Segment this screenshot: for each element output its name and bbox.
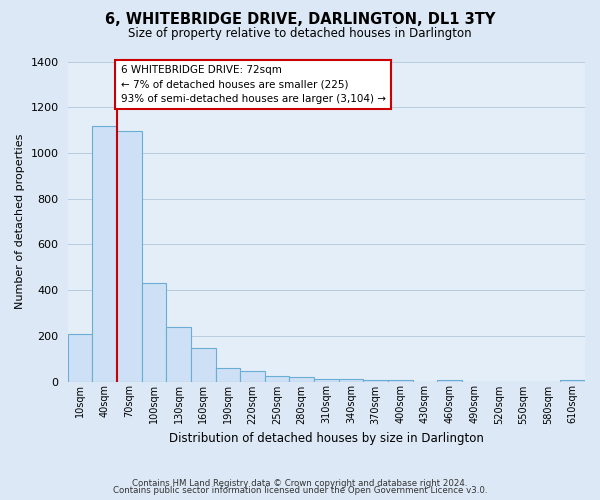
Bar [437,380,462,382]
Bar [364,380,388,382]
Bar [289,378,314,382]
Bar [215,368,240,382]
Bar [68,334,92,382]
Bar [166,326,191,382]
Y-axis label: Number of detached properties: Number of detached properties [15,134,25,309]
Bar [142,283,166,382]
Bar [314,379,338,382]
Bar [560,380,585,382]
Text: 6 WHITEBRIDGE DRIVE: 72sqm
← 7% of detached houses are smaller (225)
93% of semi: 6 WHITEBRIDGE DRIVE: 72sqm ← 7% of detac… [121,65,386,104]
Bar [338,379,364,382]
Text: Contains public sector information licensed under the Open Government Licence v3: Contains public sector information licen… [113,486,487,495]
Text: 6, WHITEBRIDGE DRIVE, DARLINGTON, DL1 3TY: 6, WHITEBRIDGE DRIVE, DARLINGTON, DL1 3T… [105,12,495,28]
Bar [265,376,289,382]
Bar [92,126,117,382]
Text: Size of property relative to detached houses in Darlington: Size of property relative to detached ho… [128,28,472,40]
Bar [388,380,413,382]
Bar [117,131,142,382]
Bar [191,348,215,382]
X-axis label: Distribution of detached houses by size in Darlington: Distribution of detached houses by size … [169,432,484,445]
Text: Contains HM Land Registry data © Crown copyright and database right 2024.: Contains HM Land Registry data © Crown c… [132,478,468,488]
Bar [240,370,265,382]
